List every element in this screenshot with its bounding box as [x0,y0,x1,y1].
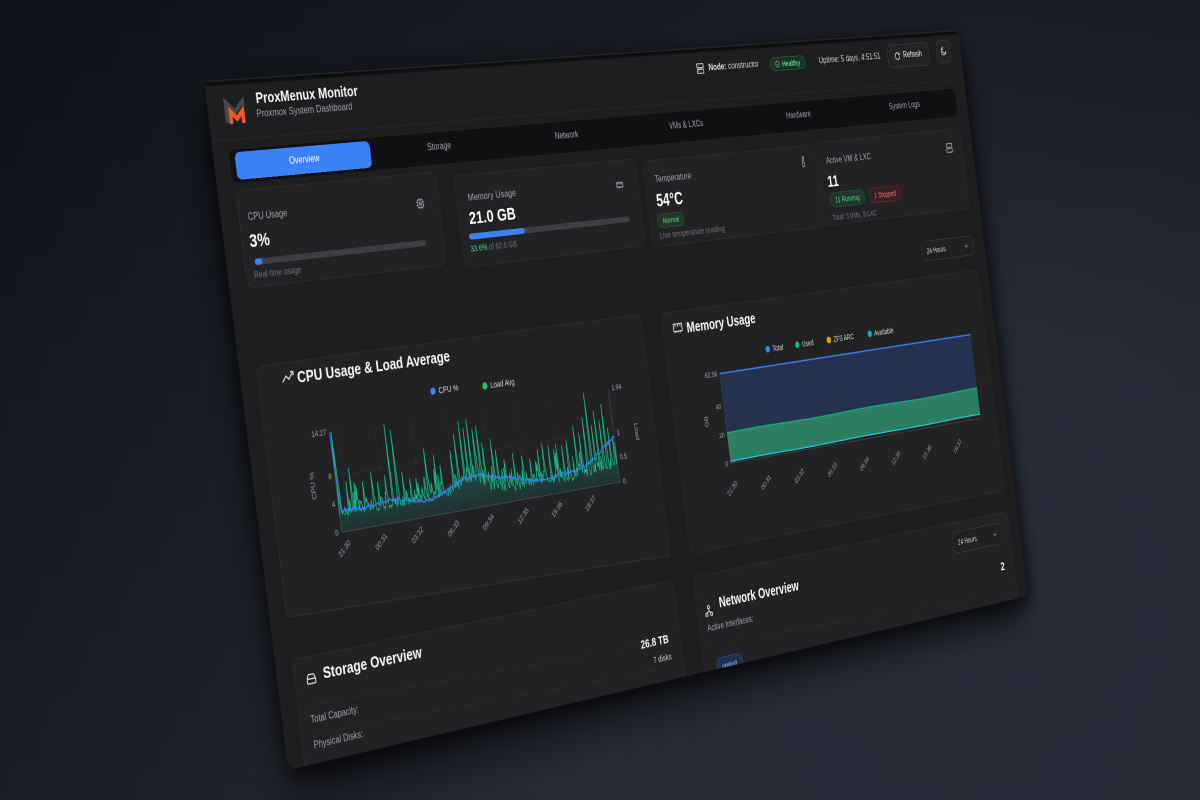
svg-text:18:37: 18:37 [584,493,598,513]
svg-text:20: 20 [719,431,725,441]
svg-text:1.94: 1.94 [611,382,622,393]
svg-text:15:36: 15:36 [550,499,564,519]
svg-text:Total: Total [772,343,784,353]
svg-text:Available: Available [874,326,895,337]
svg-text:Memory Usage: Memory Usage [686,311,757,336]
svg-text:ZFS ARC: ZFS ARC [833,332,855,344]
svg-text:GB: GB [703,416,710,428]
svg-text:0: 0 [725,459,729,468]
svg-text:Load: Load [633,422,641,440]
svg-text:21:30: 21:30 [726,479,739,498]
svg-text:1: 1 [616,428,620,438]
svg-text:00:31: 00:31 [374,531,389,552]
svg-text:09:34: 09:34 [859,455,871,474]
svg-text:12:35: 12:35 [516,505,530,525]
svg-text:12:35: 12:35 [890,449,901,467]
svg-text:CPU Usage & Load Average: CPU Usage & Load Average [296,349,451,388]
svg-text:0.5: 0.5 [619,451,627,461]
svg-text:62.56: 62.56 [704,369,717,380]
svg-text:00:31: 00:31 [760,473,772,492]
svg-text:40: 40 [715,402,721,412]
svg-text:03:32: 03:32 [793,467,805,486]
svg-text:8: 8 [328,471,332,481]
svg-text:4: 4 [331,499,335,509]
svg-text:Load Avg: Load Avg [490,377,515,390]
svg-text:Used: Used [801,338,814,348]
svg-text:0: 0 [335,528,339,538]
svg-text:06:33: 06:33 [446,518,461,539]
svg-text:CPU %: CPU % [308,471,319,500]
svg-text:21:30: 21:30 [337,538,352,559]
svg-text:03:32: 03:32 [410,525,425,546]
svg-text:18:37: 18:37 [952,437,963,455]
svg-text:14.27: 14.27 [311,427,327,439]
svg-text:09:34: 09:34 [481,512,495,533]
svg-text:CPU %: CPU % [438,383,459,395]
svg-text:0: 0 [622,476,626,486]
svg-text:15:36: 15:36 [921,443,932,461]
svg-text:06:33: 06:33 [826,460,838,479]
